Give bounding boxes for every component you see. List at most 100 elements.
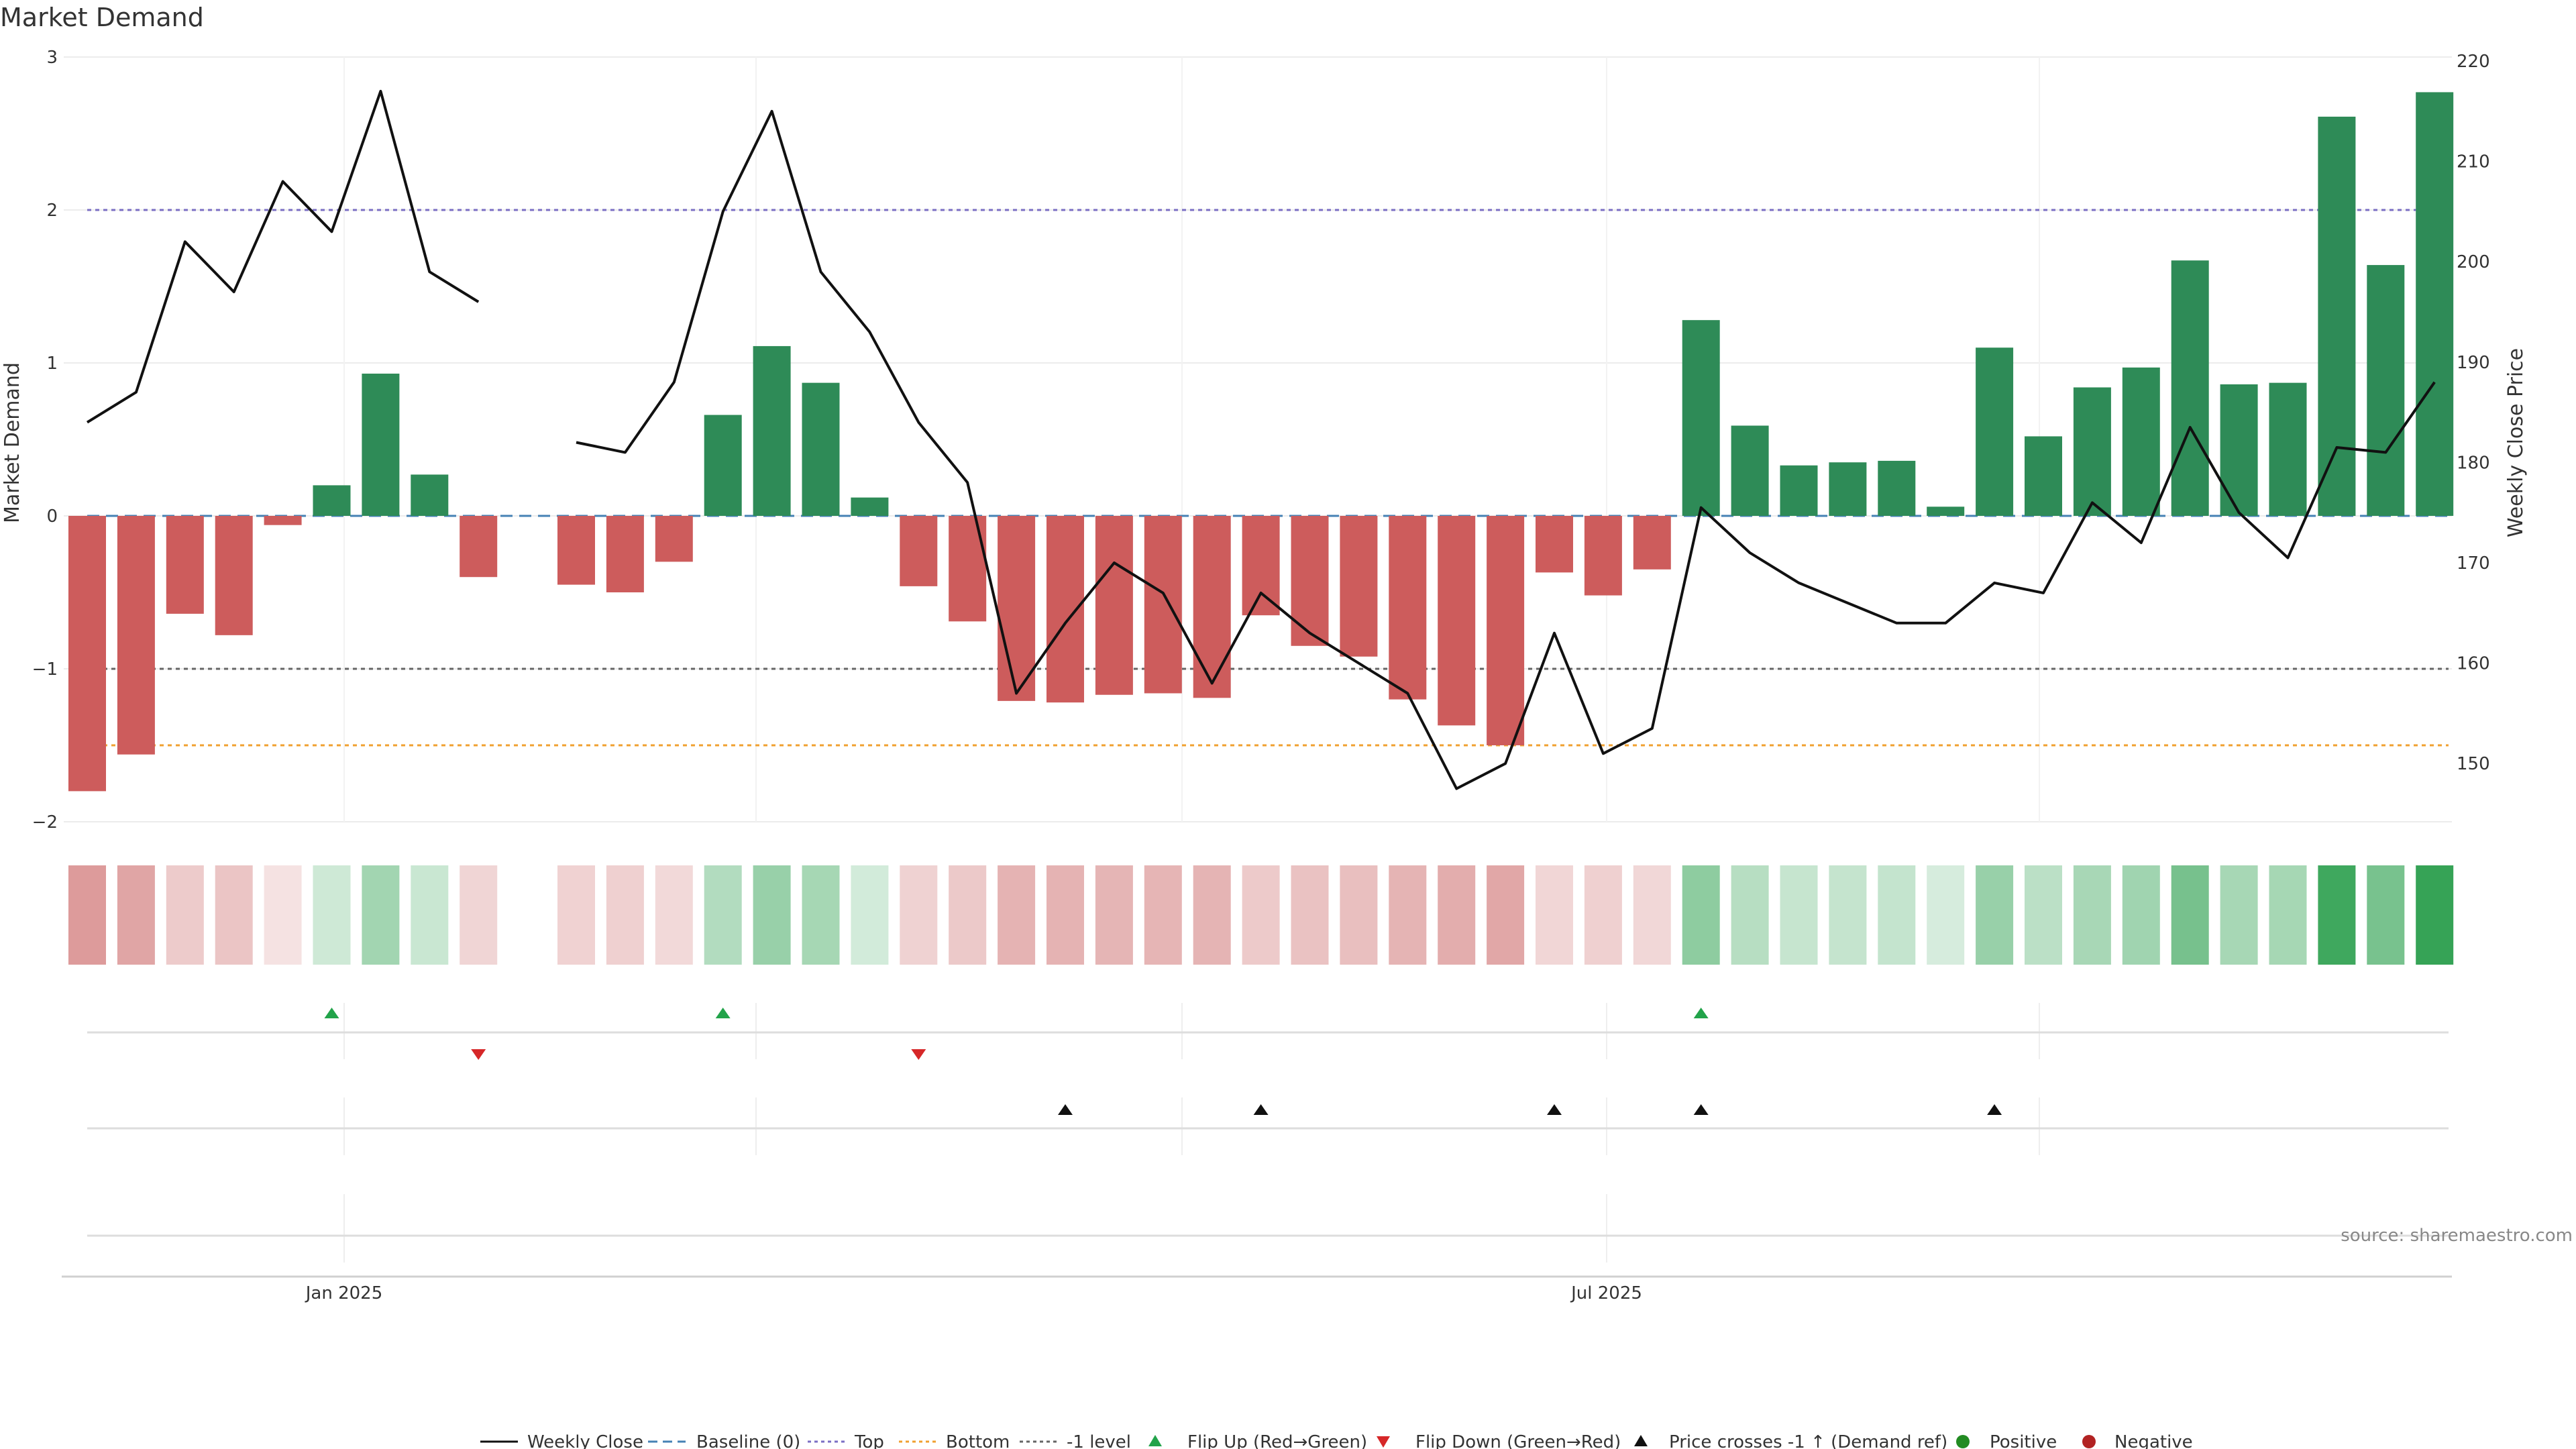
heat-cell — [1144, 865, 1182, 965]
heat-cell — [949, 865, 987, 965]
heat-cell — [1487, 865, 1525, 965]
demand-bar — [1389, 516, 1427, 700]
heat-cell — [900, 865, 938, 965]
demand-bar — [117, 516, 155, 755]
demand-bar — [900, 516, 938, 586]
demand-bar — [2367, 265, 2405, 516]
demand-bar — [1340, 516, 1378, 657]
x-tick-label: Jan 2025 — [305, 1283, 383, 1303]
heat-cell — [1536, 865, 1573, 965]
heat-cell — [2220, 865, 2258, 965]
heat-cell — [215, 865, 253, 965]
y-tick-left: −2 — [32, 812, 58, 833]
heat-cell — [1731, 865, 1769, 965]
demand-heat-strip — [68, 865, 2454, 965]
weekly-close-line — [86, 89, 480, 424]
heat-cell — [2025, 865, 2062, 965]
heat-cell — [2367, 865, 2405, 965]
demand-bar — [1584, 516, 1622, 596]
demand-bar — [2171, 260, 2209, 516]
legend-positive-marker — [1956, 1435, 1970, 1448]
demand-bar — [1193, 516, 1231, 698]
demand-bar — [851, 497, 889, 516]
demand-bar — [411, 474, 449, 516]
y-tick-left: −1 — [32, 659, 58, 680]
reference-levels — [87, 209, 2449, 747]
y-tick-left: 3 — [46, 48, 58, 68]
heat-cell — [851, 865, 889, 965]
demand-bar — [1291, 516, 1329, 646]
heat-cell — [655, 865, 693, 965]
heat-cell — [1829, 865, 1867, 965]
demand-bar — [1144, 516, 1182, 694]
heat-cell — [117, 865, 155, 965]
demand-bar — [557, 516, 595, 585]
demand-bar — [2073, 387, 2111, 516]
demand-bar — [2318, 116, 2356, 517]
legend: Weekly Close Baseline (0) Top Bottom -1 … — [480, 1432, 2193, 1449]
demand-bar — [1487, 516, 1525, 745]
heat-cell — [1780, 865, 1818, 965]
x-tick-label: Jul 2025 — [1570, 1283, 1642, 1303]
demand-bar — [1976, 347, 2014, 516]
demand-bar — [2269, 382, 2307, 516]
heat-cell — [1438, 865, 1476, 965]
demand-bar — [2025, 436, 2062, 516]
legend-positive-label: Positive — [1990, 1432, 2057, 1449]
legend-minus-one-label: -1 level — [1067, 1432, 1131, 1449]
legend-flip-down-label: Flip Down (Green→Red) — [1415, 1432, 1621, 1449]
y-tick-right: 170 — [2457, 553, 2490, 574]
heat-cell — [2269, 865, 2307, 965]
flip-down-marker — [471, 1049, 486, 1060]
heat-cell — [1046, 865, 1084, 965]
heat-cell — [460, 865, 498, 965]
heat-cell — [264, 865, 302, 965]
demand-bar — [606, 516, 644, 592]
y-tick-right: 160 — [2457, 654, 2490, 674]
heat-cell — [411, 865, 449, 965]
y-tick-left: 0 — [46, 506, 58, 527]
flip-up-marker — [324, 1008, 339, 1018]
demand-bar — [1095, 516, 1133, 695]
demand-bar — [2416, 92, 2454, 516]
price-cross-marker — [1253, 1104, 1269, 1115]
heat-cell — [2073, 865, 2111, 965]
demand-bar — [802, 382, 840, 516]
y-axis-left-label: Market Demand — [1, 362, 24, 523]
demand-bar — [1438, 516, 1476, 726]
heat-cell — [1976, 865, 2014, 965]
heat-cell — [1584, 865, 1622, 965]
heat-cell — [606, 865, 644, 965]
chart-title: Market Demand — [0, 3, 204, 32]
demand-bar — [460, 516, 498, 578]
demand-bar — [655, 516, 693, 562]
heat-cell — [68, 865, 106, 965]
flip-up-marker — [1693, 1008, 1709, 1018]
heat-cell — [1682, 865, 1720, 965]
y-tick-right: 200 — [2457, 252, 2490, 272]
demand-bar — [1633, 516, 1671, 570]
heat-cell — [557, 865, 595, 965]
demand-bar — [998, 516, 1036, 701]
legend-cross-label: Price crosses -1 ↑ (Demand ref) — [1669, 1432, 1947, 1449]
price-cross-marker — [1547, 1104, 1562, 1115]
demand-bar — [313, 485, 351, 516]
y-tick-left: 1 — [46, 354, 58, 374]
heat-cell — [362, 865, 400, 965]
heat-cell — [1633, 865, 1671, 965]
demand-bar — [1780, 465, 1818, 516]
legend-negative-marker — [2082, 1435, 2096, 1448]
flip-down-marker — [911, 1049, 926, 1060]
demand-bar — [2122, 367, 2160, 516]
heat-cell — [1927, 865, 1965, 965]
demand-bars — [68, 92, 2454, 792]
legend-weekly-close-label: Weekly Close — [527, 1432, 643, 1449]
demand-bar — [362, 373, 400, 516]
legend-flip-down-marker — [1377, 1436, 1390, 1448]
heat-cell — [802, 865, 840, 965]
y-axis-right-label: Weekly Close Price — [2504, 348, 2528, 537]
heat-cell — [1095, 865, 1133, 965]
legend-top-label: Top — [854, 1432, 884, 1449]
